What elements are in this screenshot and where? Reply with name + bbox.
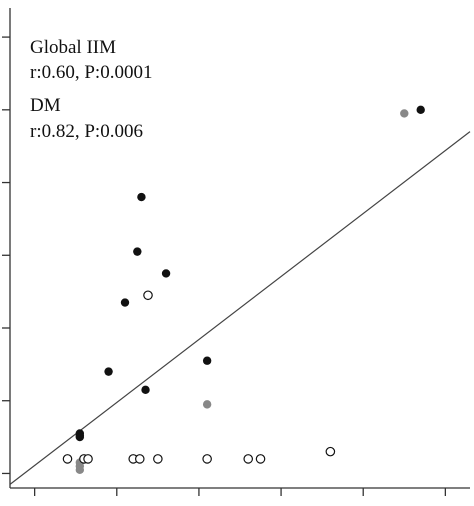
- data-point-filled: [202, 356, 212, 365]
- data-point-open: [202, 454, 212, 464]
- data-point-gray: [400, 109, 409, 118]
- data-point-filled: [104, 367, 113, 376]
- data-point-open: [153, 454, 163, 464]
- axes: [2, 8, 470, 496]
- regression-line: [9, 131, 471, 485]
- data-point-filled: [141, 385, 150, 395]
- data-point-filled: [75, 432, 85, 442]
- data-point-filled: [416, 105, 425, 115]
- data-point-open: [62, 454, 73, 464]
- data-points: [62, 105, 425, 475]
- data-point-open: [143, 290, 153, 301]
- annotations: Global IIM r:0.60, P:0.0001 DM r:0.82, P…: [30, 37, 152, 142]
- data-point-open: [83, 454, 93, 464]
- data-point-filled: [120, 298, 130, 307]
- annotation-global-iim-label: Global IIM: [30, 37, 116, 58]
- data-point-open: [325, 446, 336, 457]
- data-point-open: [134, 454, 145, 464]
- regression-line-group: [9, 131, 471, 485]
- annotation-global-iim-stats: r:0.60, P:0.0001: [30, 62, 152, 83]
- data-point-open: [243, 454, 254, 464]
- data-point-filled: [137, 192, 146, 202]
- data-point-gray: [202, 400, 212, 409]
- annotation-dm-stats: r:0.82, P:0.006: [30, 121, 143, 142]
- data-point-open: [255, 454, 266, 464]
- data-point-filled: [133, 247, 142, 256]
- annotation-dm-label: DM: [30, 95, 61, 116]
- data-point-gray: [75, 465, 85, 475]
- data-point-filled: [161, 269, 171, 278]
